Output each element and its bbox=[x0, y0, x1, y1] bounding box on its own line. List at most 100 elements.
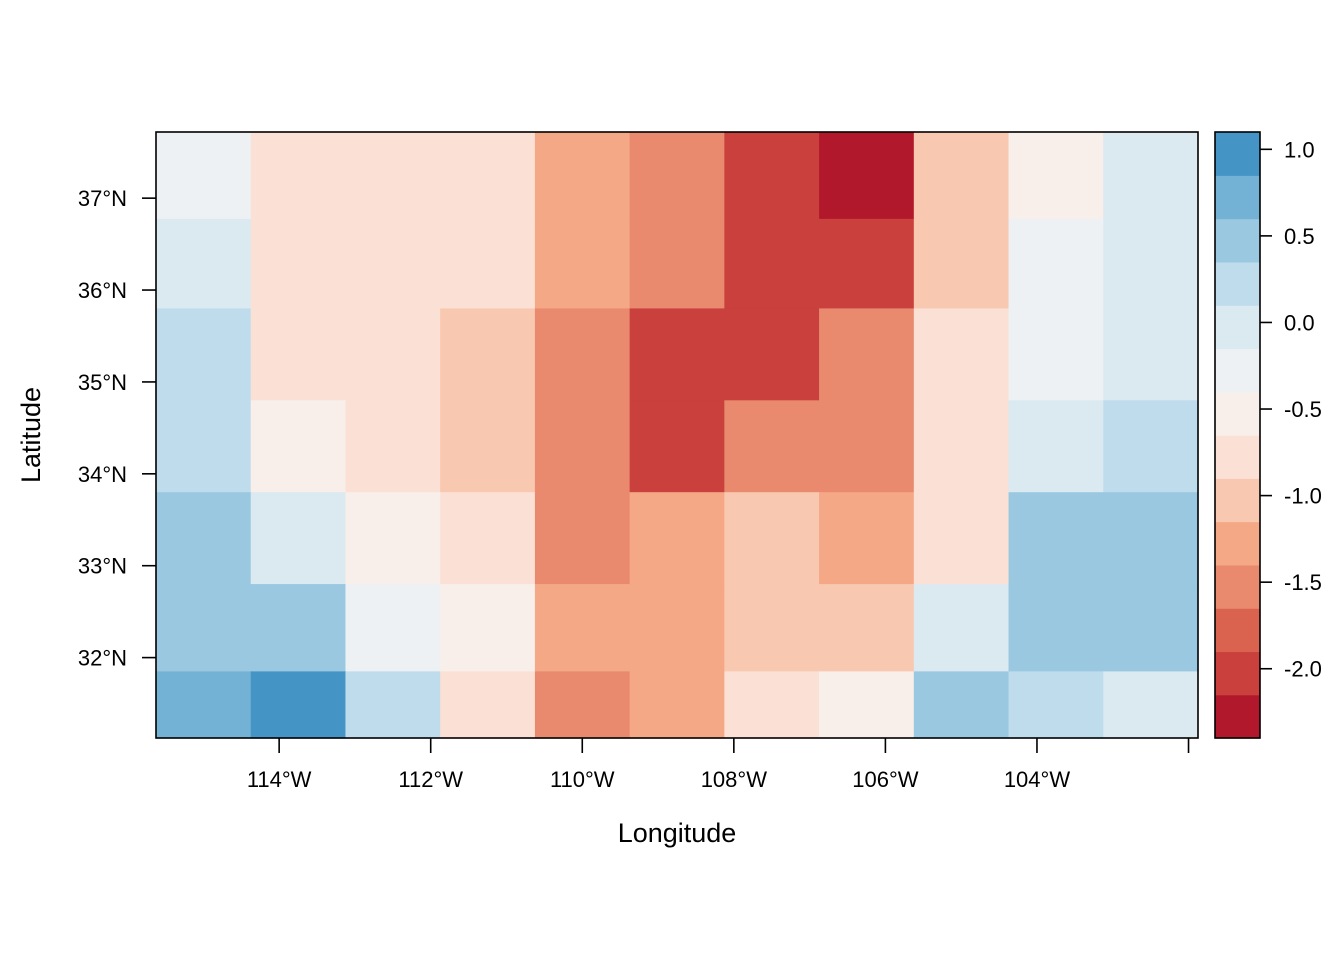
heatmap-cell bbox=[440, 671, 536, 739]
y-tick-label: 36°N bbox=[78, 278, 127, 303]
heatmap-cell bbox=[156, 492, 252, 585]
heatmap-cell bbox=[724, 308, 820, 401]
heatmap-cell bbox=[819, 400, 915, 493]
heatmap-cell bbox=[440, 308, 536, 401]
heatmap-cell bbox=[1103, 671, 1199, 739]
x-tick-label: 106°W bbox=[852, 767, 919, 792]
heatmap-cell bbox=[1103, 400, 1199, 493]
heatmap-cell bbox=[534, 308, 631, 401]
heatmap-cell bbox=[345, 492, 441, 585]
heatmap-cell bbox=[440, 584, 536, 672]
x-tick-label: 110°W bbox=[550, 767, 615, 792]
y-tick-label: 32°N bbox=[78, 646, 127, 671]
heatmap-cell bbox=[629, 308, 725, 401]
colorbar: 1.0 0.5 0.0 -0.5 -1.0 -1.5 -2.0 bbox=[1214, 131, 1322, 739]
heatmap-cell bbox=[250, 671, 347, 739]
heatmap-cell bbox=[345, 671, 441, 739]
y-axis: 32°N 33°N 34°N 35°N 36°N 37°N bbox=[78, 186, 156, 671]
heatmap-cell bbox=[629, 132, 725, 220]
colorbar-swatch bbox=[1215, 521, 1260, 566]
x-axis-title: Longitude bbox=[618, 818, 737, 848]
heatmap-cell bbox=[156, 400, 252, 493]
colorbar-swatch bbox=[1215, 435, 1260, 479]
colorbar-swatch bbox=[1215, 478, 1260, 523]
heatmap-cell bbox=[1008, 132, 1104, 220]
heatmap-cell bbox=[534, 132, 631, 220]
colorbar-swatch bbox=[1215, 218, 1260, 263]
heatmap-cell bbox=[1008, 671, 1104, 739]
heatmap-cell bbox=[913, 584, 1010, 672]
heatmap-cell bbox=[724, 132, 820, 220]
heatmap-cell bbox=[1103, 492, 1199, 585]
colorbar-swatch bbox=[1215, 391, 1260, 436]
colorbar-tick-label: 1.0 bbox=[1284, 137, 1315, 162]
heatmap-cell bbox=[534, 492, 631, 585]
y-axis-title: Latitude bbox=[16, 387, 46, 483]
heatmap-cell bbox=[156, 132, 252, 220]
y-tick-label: 35°N bbox=[78, 370, 127, 395]
heatmap-cell bbox=[629, 584, 725, 672]
heatmap-cell bbox=[1008, 218, 1104, 310]
heatmap-cell bbox=[345, 218, 441, 310]
x-tick-label: 114°W bbox=[247, 767, 312, 792]
heatmap-cell bbox=[1103, 132, 1199, 220]
heatmap-cell bbox=[913, 492, 1010, 585]
colorbar-tick-label: -1.5 bbox=[1284, 570, 1322, 595]
heatmap-cell bbox=[534, 671, 631, 739]
heatmap-cell bbox=[156, 218, 252, 310]
heatmap-cell bbox=[534, 584, 631, 672]
y-tick-label: 37°N bbox=[78, 186, 127, 211]
x-tick-label: 104°W bbox=[1004, 767, 1071, 792]
heatmap-cell bbox=[1008, 308, 1104, 401]
colorbar-swatch bbox=[1215, 132, 1260, 176]
heatmap-cell bbox=[1103, 218, 1199, 310]
heatmap-cell bbox=[724, 584, 820, 672]
heatmap-cell bbox=[819, 492, 915, 585]
heatmap-cell bbox=[250, 400, 347, 493]
heatmap-cell bbox=[629, 671, 725, 739]
heatmap-cell bbox=[1103, 308, 1199, 401]
heatmap-cell bbox=[724, 400, 820, 493]
heatmap-cell bbox=[819, 671, 915, 739]
heatmap-cell bbox=[1008, 492, 1104, 585]
heatmap-cell bbox=[913, 218, 1010, 310]
colorbar-swatch bbox=[1215, 348, 1260, 393]
heatmap-cell bbox=[819, 308, 915, 401]
heatmap-cell bbox=[440, 400, 536, 493]
heatmap-cell bbox=[440, 218, 536, 310]
colorbar-swatch bbox=[1215, 694, 1260, 739]
x-axis: 114°W 112°W 110°W 108°W 106°W 104°W bbox=[247, 738, 1190, 792]
heatmap-cell bbox=[724, 671, 820, 739]
heatmap-cell bbox=[629, 492, 725, 585]
heatmap-cell bbox=[345, 584, 441, 672]
heatmap-cell bbox=[724, 218, 820, 310]
y-tick-label: 34°N bbox=[78, 462, 127, 487]
heatmap-cell bbox=[440, 132, 536, 220]
heatmap-cell bbox=[913, 400, 1010, 493]
heatmap-cell bbox=[156, 584, 252, 672]
colorbar-swatch bbox=[1215, 564, 1260, 609]
heatmap-cell bbox=[629, 218, 725, 310]
x-tick-label: 112°W bbox=[398, 767, 463, 792]
heatmap-cell bbox=[250, 492, 347, 585]
heatmap-cell bbox=[913, 132, 1010, 220]
heatmap-cell bbox=[1103, 584, 1199, 672]
colorbar-tick-label: 0.0 bbox=[1284, 310, 1315, 335]
heatmap-cell bbox=[345, 132, 441, 220]
heatmap-cell bbox=[250, 132, 347, 220]
heatmap-cell bbox=[1008, 584, 1104, 672]
heatmap-cell bbox=[534, 218, 631, 310]
colorbar-swatch bbox=[1215, 305, 1260, 350]
heatmap-cell bbox=[250, 218, 347, 310]
heatmap-cell bbox=[345, 400, 441, 493]
heatmap-cell bbox=[724, 492, 820, 585]
heatmap-cell bbox=[819, 584, 915, 672]
heatmap-cell bbox=[629, 400, 725, 493]
colorbar-swatch bbox=[1215, 608, 1260, 653]
colorbar-swatch bbox=[1215, 175, 1260, 220]
y-tick-label: 33°N bbox=[78, 554, 127, 579]
colorbar-tick-label: -2.0 bbox=[1284, 657, 1322, 682]
plot-frame bbox=[155, 131, 1199, 739]
